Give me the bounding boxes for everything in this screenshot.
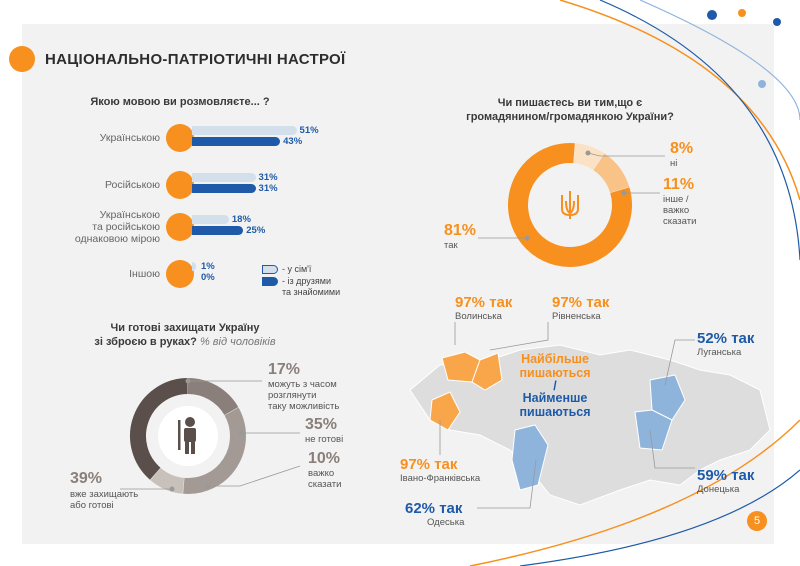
defend-question-note: % від чоловіків [199, 336, 276, 348]
pride-yes-label: так [444, 240, 458, 251]
pride-yes-value: 81% [444, 222, 477, 239]
language-row-marker [166, 171, 194, 199]
region-donetsk-name: Донецька [697, 484, 740, 495]
language-value-friends: 25% [246, 225, 266, 236]
language-bar-friends [192, 137, 281, 146]
defend-slice-maybe [187, 378, 239, 416]
defend-hard-label: важко сказати [308, 468, 342, 490]
legend-label-friends: - із друзями та знайомими [282, 276, 341, 297]
legend-label-family: - у сім'ї [282, 264, 312, 274]
defend-not-ready-label: не готові [305, 434, 344, 445]
language-legend: - у сім'ї - із друзями та знайомими [262, 264, 340, 300]
legend-item-friends: - із друзями та знайомими [262, 276, 340, 298]
map-slash: / [553, 379, 557, 393]
defend-question-text: Чи готові захищати Україну зі зброєю в р… [94, 322, 260, 348]
header-dot [9, 46, 35, 72]
language-row-label: Іншою [129, 268, 160, 280]
pride-other-label: інше / важко сказати [663, 194, 697, 227]
language-bar-family [192, 215, 229, 224]
pride-slice-no [573, 143, 605, 171]
language-value-friends: 31% [258, 183, 278, 194]
page-number: 5 [747, 511, 767, 531]
map-least-proud: Найменше пишаються [519, 391, 591, 419]
map-region-luhansk [649, 374, 686, 421]
page-title: НАЦІОНАЛЬНО-ПАТРІОТИЧНІ НАСТРОЇ [45, 50, 346, 68]
defend-maybe-label: можуть з часом розглянути таку можливіст… [268, 379, 340, 412]
pride-slice-yes [508, 143, 632, 267]
language-bar-family [192, 126, 297, 135]
defend-hard-value: 10% [308, 450, 341, 467]
defend-donut-chart [130, 378, 246, 494]
defend-slice-not-ready [183, 407, 246, 494]
defend-slice-hard [150, 467, 185, 494]
pride-no-label: ні [670, 158, 678, 169]
citizenship-donut-chart [508, 143, 632, 267]
map-region-donetsk [634, 409, 673, 451]
defend-maybe-value: 17% [268, 361, 301, 378]
language-row-marker [166, 213, 194, 241]
language-row-label: Російською [105, 179, 160, 191]
legend-swatch-family [262, 265, 278, 274]
language-bar-family [192, 262, 196, 271]
region-luhansk-name: Луганська [697, 347, 742, 358]
soldier-icon [178, 417, 196, 454]
language-question: Якою мовою ви розмовляєте... ? [90, 96, 270, 108]
region-rivne-value: 97% так [552, 294, 610, 311]
defend-question: Чи готові захищати Україну зі зброєю в р… [70, 321, 300, 349]
region-rivne-name: Рівненська [552, 311, 601, 322]
language-row-marker [166, 260, 194, 288]
language-row-marker [166, 124, 194, 152]
language-value-friends: 43% [283, 136, 303, 147]
language-bar-family [192, 173, 256, 182]
region-volyn-name: Волинська [455, 311, 502, 322]
defend-ready-value: 39% [70, 470, 103, 487]
language-value-family: 1% [201, 261, 215, 272]
language-value-friends: 0% [201, 272, 215, 283]
page-header: НАЦІОНАЛЬНО-ПАТРІОТИЧНІ НАСТРОЇ [9, 46, 346, 72]
language-bar-friends [192, 184, 256, 193]
language-row-label: Українською та російською однаковою міро… [74, 209, 160, 245]
map-region-rivne [471, 352, 503, 391]
map-region-odesa [511, 424, 549, 491]
region-odesa-value: 62% так [405, 500, 463, 517]
region-donetsk-value: 59% так [697, 467, 755, 484]
defend-not-ready-value: 35% [305, 416, 338, 433]
legend-item-family: - у сім'ї [262, 264, 340, 274]
language-bar-friends [192, 226, 244, 235]
language-value-family: 31% [258, 172, 278, 183]
pride-no-value: 8% [670, 140, 694, 157]
pride-slice-other [592, 153, 630, 194]
region-volyn-value: 97% так [455, 294, 513, 311]
region-ivano-frankivsk-value: 97% так [400, 456, 458, 473]
pride-other-value: 11% [663, 176, 695, 193]
language-value-family: 51% [299, 125, 319, 136]
map-most-proud: Найбільше пишаються [519, 352, 591, 380]
language-value-family: 18% [231, 214, 251, 225]
region-odesa-name: Одеська [427, 517, 465, 528]
map-region-ivano-frankivsk [429, 391, 461, 431]
language-row-label: Українською [99, 132, 160, 144]
region-luhansk-value: 52% так [697, 330, 755, 347]
legend-swatch-friends [262, 277, 278, 286]
ukraine-map [409, 344, 771, 506]
defend-ready-label: вже захищають або готові [70, 489, 139, 511]
defend-slice-ready [130, 378, 188, 480]
citizenship-question: Чи пишаєтесь ви тим,що є громадянином/гр… [466, 97, 674, 123]
trident-icon [561, 191, 579, 219]
region-ivano-frankivsk-name: Івано-Франківська [400, 473, 481, 484]
